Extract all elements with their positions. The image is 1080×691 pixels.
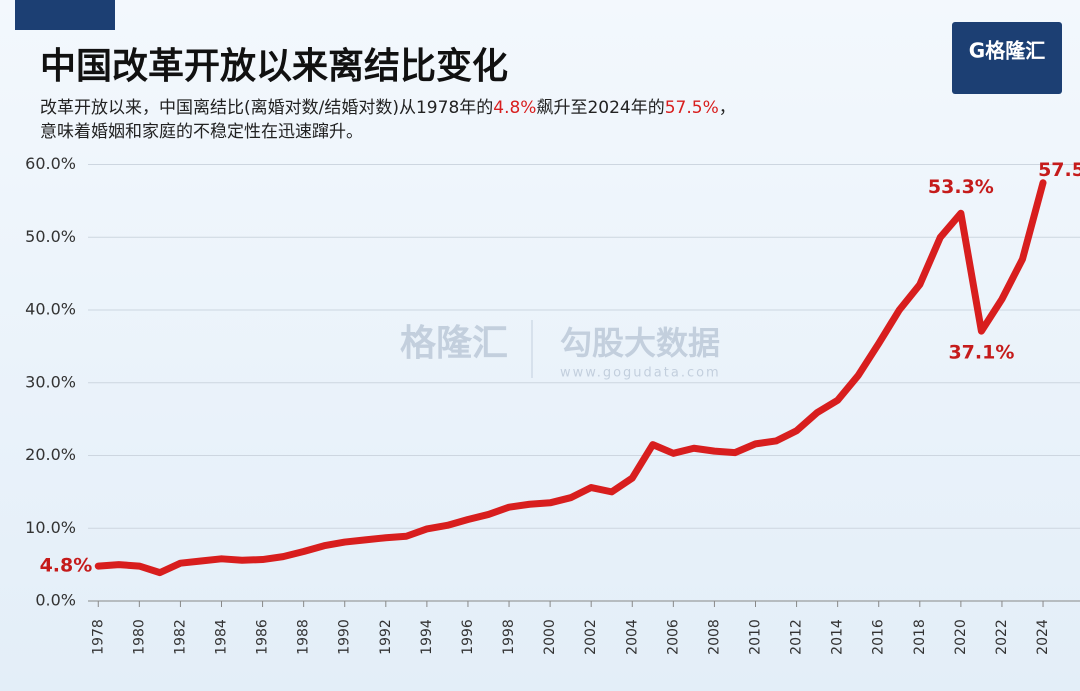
- value-label: 53.3%: [928, 176, 994, 198]
- x-tick-label: 1978: [90, 619, 106, 655]
- watermark: 格隆汇 勾股大数据 www.gogudata.com: [400, 320, 721, 381]
- y-tick-label: 30.0%: [25, 372, 76, 391]
- y-tick-label: 60.0%: [25, 154, 76, 173]
- subtitle-line: 改革开放以来，中国离结比(离婚对数/结婚对数)从1978年的4.8%飙升至202…: [40, 98, 736, 118]
- x-tick-label: 1986: [255, 619, 271, 655]
- watermark-text: 格隆汇: [400, 323, 508, 364]
- chart-title: 中国改革开放以来离结比变化: [40, 45, 508, 87]
- x-tick-label: 2006: [665, 619, 681, 655]
- x-tick-label: 1984: [213, 619, 229, 655]
- x-tick-label: 2004: [624, 619, 640, 655]
- x-tick-label: 1996: [460, 619, 476, 655]
- x-tick-label: 1990: [337, 619, 353, 655]
- y-tick-label: 10.0%: [25, 518, 76, 537]
- subtitle-text: 飙升至2024年的: [536, 98, 664, 118]
- subtitle-highlight: 4.8%: [493, 98, 536, 118]
- x-tick-label: 2020: [953, 619, 969, 655]
- x-tick-label: 1980: [131, 619, 147, 655]
- x-tick-label: 1988: [296, 619, 312, 655]
- y-tick-label: 20.0%: [25, 445, 76, 464]
- data-line: [94, 179, 1047, 577]
- x-tick-label: 2008: [706, 619, 722, 655]
- x-tick-label: 2016: [871, 619, 887, 655]
- value-label: 57.5%: [1038, 159, 1080, 181]
- x-tick-label: 2002: [583, 619, 599, 655]
- value-label: 37.1%: [948, 342, 1014, 364]
- watermark-text: www.gogudata.com: [560, 366, 721, 381]
- x-tick-label: 2010: [747, 619, 763, 655]
- value-label: 4.8%: [40, 555, 93, 577]
- corner-tab: [15, 0, 115, 30]
- x-tick-label: 2024: [1035, 619, 1051, 655]
- x-tick-label: 2012: [789, 619, 805, 655]
- watermark-text: 勾股大数据: [560, 324, 720, 362]
- logo-box: [952, 22, 1062, 94]
- x-tick-label: 1992: [378, 619, 394, 655]
- y-tick-label: 40.0%: [25, 300, 76, 319]
- x-tick-label: 2014: [830, 619, 846, 655]
- subtitle-text: 改革开放以来，中国离结比(离婚对数/结婚对数)从1978年的: [40, 98, 493, 118]
- y-tick-label: 0.0%: [35, 591, 76, 610]
- x-tick-label: 1982: [172, 619, 188, 655]
- x-tick-label: 2022: [994, 619, 1010, 655]
- subtitle-text: ，: [719, 98, 736, 118]
- x-tick-label: 2000: [542, 619, 558, 655]
- subtitle-highlight: 57.5%: [665, 98, 719, 118]
- logo: G格隆汇: [969, 39, 1045, 63]
- y-tick-label: 50.0%: [25, 227, 76, 246]
- x-tick-label: 1998: [501, 619, 517, 655]
- x-tick-label: 1994: [419, 619, 435, 655]
- subtitle-line: 意味着婚姻和家庭的不稳定性在迅速蹿升。: [40, 122, 363, 142]
- x-tick-label: 2018: [912, 619, 928, 655]
